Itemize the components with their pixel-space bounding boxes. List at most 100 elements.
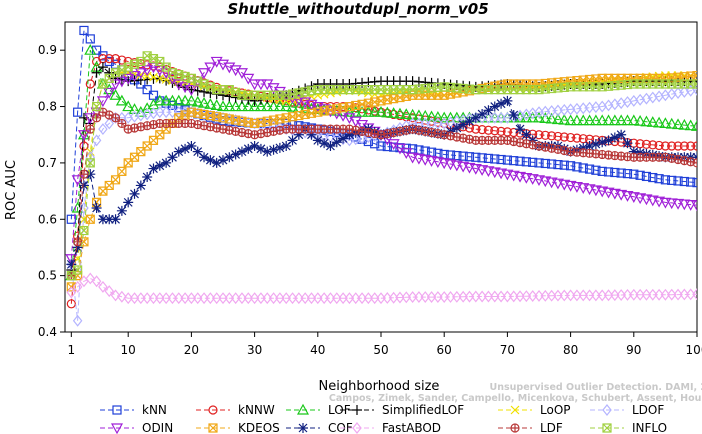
legend-label-knn: kNN [142,403,167,417]
data-point-lof-88 [615,114,628,126]
x-tick-label: 60 [437,343,452,357]
data-point-cof-90 [628,146,639,157]
data-point-lof-85 [596,114,609,126]
data-point-cof-8 [110,214,121,225]
data-point-fastabod-80 [565,289,576,302]
data-point-fastabod-58 [426,291,437,304]
data-point-knn-64 [464,152,475,162]
data-point-odin-100 [690,200,697,212]
plot-frame [64,21,698,333]
data-point-lof-11 [128,103,141,114]
data-point-fastabod-68 [489,290,500,303]
data-point-lof-83 [583,114,596,126]
data-point-cof-16 [161,157,172,168]
data-point-knnw-99 [686,141,696,151]
data-point-lof-59 [431,111,444,122]
data-point-knn-66 [477,153,487,163]
data-point-cof-4 [85,169,96,180]
data-point-odin-20 [185,85,198,96]
legend-marker-ldof [602,404,612,416]
data-point-cof-32 [262,146,273,157]
data-point-fastabod-49 [369,292,380,305]
data-point-cof-6 [97,214,108,225]
data-point-simplifiedlof-8 [110,73,121,84]
legend-marker-ldf [510,423,520,433]
data-point-lof-26 [223,100,236,112]
data-point-cof-66 [477,109,488,120]
data-point-lof-78 [551,113,564,125]
data-point-knnw-1 [66,299,76,309]
data-point-cof-88 [616,129,627,140]
data-point-knnw-91 [635,139,645,149]
data-point-lof-23 [204,98,217,109]
data-point-lof-48 [362,105,375,117]
data-point-cof-18 [173,146,184,157]
data-point-ldof-69 [496,111,506,124]
legend-marker-odin [110,423,124,434]
data-point-knnw-76 [540,130,550,140]
data-point-fastabod-59 [433,291,443,304]
data-point-odin-70 [501,169,514,181]
data-point-fastabod-81 [572,289,582,302]
data-point-fastabod-44 [338,292,348,305]
data-point-knnw-95 [660,141,671,151]
data-point-knn-73 [521,157,531,167]
data-point-odin-88 [615,189,628,201]
data-point-knnw-9 [117,55,127,65]
data-point-fastabod-24 [211,292,222,305]
data-point-cof-41 [319,138,330,149]
watermark-line-2: Campos, Zimek, Sander, Campello, Micenko… [329,393,702,404]
data-point-fastabod-92 [641,288,652,301]
data-point-ldf-2 [73,237,83,247]
data-point-odin-62 [450,160,463,172]
data-point-odin-84 [589,185,602,197]
data-point-lof-91 [634,114,647,126]
data-point-cof-40 [312,135,323,146]
data-point-fastabod-48 [363,292,374,305]
data-point-lof-57 [419,109,432,121]
data-point-odin-75 [532,175,546,187]
data-point-knn-76 [540,158,550,169]
data-point-knn-87 [610,167,620,178]
y-tick-label: 0.9 [38,43,57,57]
data-point-lof-90 [627,114,640,126]
legend-label-knnw: kNNW [238,403,275,417]
data-point-odin-65 [469,163,482,175]
data-point-knnw-100 [692,141,697,151]
data-point-odin-33 [267,83,280,94]
data-point-odin-9 [115,76,128,88]
data-point-ldof-6 [98,123,108,136]
legend-item-ldof: LDOF [590,403,664,417]
data-point-knnw-69 [496,126,506,136]
data-point-cof-29 [243,143,254,154]
data-point-kdeos-8 [110,175,121,185]
data-point-ldof-16 [161,106,171,119]
data-point-ldof-7 [104,117,115,130]
data-point-fastabod-45 [344,292,355,305]
x-tick-label: 90 [626,343,641,357]
data-point-lof-76 [539,112,552,123]
data-point-inflo-100 [692,79,697,89]
data-point-odin-8 [109,79,122,91]
data-point-fastabod-5 [91,275,102,288]
data-point-lof-99 [684,119,697,131]
data-point-ldof-5 [91,134,102,147]
data-point-fastabod-60 [439,291,449,304]
data-point-odin-29 [242,73,255,85]
data-point-odin-79 [558,179,571,191]
data-point-knn-3 [79,25,89,36]
data-point-simplifiedlof-21 [192,85,203,96]
data-point-cof-30 [249,141,260,151]
data-point-fastabod-6 [98,280,108,293]
data-point-lof-9 [115,94,128,106]
data-point-fastabod-53 [395,291,405,304]
data-point-fastabod-56 [414,291,424,304]
data-point-lof-89 [621,114,634,126]
x-axis: 1 10 20 30 40 50 60 70 80 90 100 [67,332,702,357]
data-point-lof-82 [577,114,590,126]
data-point-knn-92 [641,171,652,182]
series-ldf [66,107,697,281]
data-point-odin-96 [665,198,678,210]
data-point-cof-68 [489,101,500,112]
data-point-fastabod-97 [673,288,683,301]
